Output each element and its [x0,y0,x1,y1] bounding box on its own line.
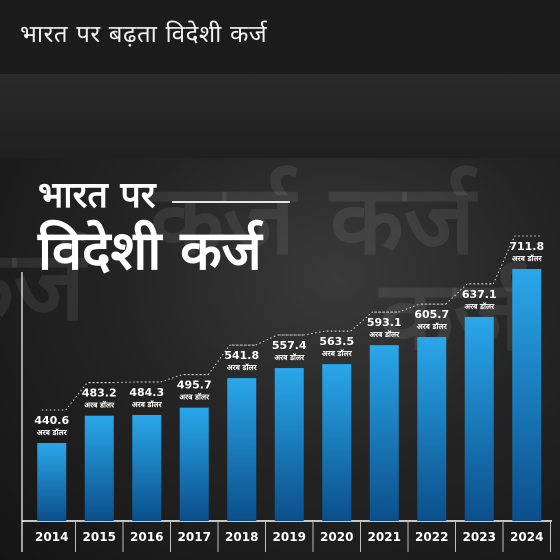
unit-label-2015: अरब डॉलर [84,401,115,410]
background-band [0,74,560,158]
bar-2020 [322,364,352,521]
value-label-2019: 557.4 [272,339,307,352]
trend-connector [184,344,256,376]
value-label-2018: 541.8 [224,349,259,362]
trend-connector [469,235,541,285]
bar-2016 [132,414,162,521]
top-banner: भारत पर बढ़ता विदेशी कर्ज [0,0,560,74]
value-label-2023: 637.1 [462,288,497,301]
unit-label-2017: अरब डॉलर [179,393,210,402]
unit-label-2022: अरब डॉलर [417,322,448,331]
year-label-2024: 2024 [510,530,543,544]
value-label-2022: 605.7 [414,308,449,321]
trend-connector [279,330,351,336]
value-label-2020: 563.5 [319,335,354,348]
background-watermark-word: कर्ज [330,164,475,276]
year-label-2018: 2018 [225,530,258,544]
trend-connector [41,382,114,411]
background-watermark-word: कर्ज [0,230,85,342]
bar-2019 [274,368,304,521]
bar-2023 [464,316,494,521]
unit-label-2018: अरब डॉलर [227,363,258,372]
trend-connector [374,303,446,313]
year-label-2015: 2015 [83,530,116,544]
value-label-2014: 440.6 [34,414,69,427]
bar-2018 [227,378,257,521]
value-label-2024: 711.8 [509,240,544,253]
year-label-2023: 2023 [463,530,496,544]
year-label-2016: 2016 [130,530,163,544]
year-label-2017: 2017 [178,530,211,544]
unit-label-2019: अरब डॉलर [274,353,305,362]
year-label-2022: 2022 [415,530,448,544]
bar-2024 [512,269,542,521]
bar-2022 [417,337,447,521]
year-label-2021: 2021 [368,530,401,544]
background-watermark-word: कर्ज [150,164,295,276]
bar-2015 [84,415,114,521]
bar-2014 [37,443,67,521]
trend-connector [421,283,494,305]
year-label-2014: 2014 [35,530,68,544]
bar-2017 [179,407,209,521]
value-label-2015: 483.2 [82,387,117,400]
year-label-2019: 2019 [273,530,306,544]
banner-title: भारत पर बढ़ता विदेशी कर्ज [20,20,268,48]
unit-label-2024: अरब डॉलर [512,254,543,263]
unit-label-2014: अरब डॉलर [37,428,68,437]
value-label-2021: 593.1 [367,316,402,329]
bar-2021 [369,345,399,521]
trend-connector [89,381,161,384]
trend-connector [136,374,209,383]
headline-rule [172,201,290,203]
headline-line2: विदेशी कर्ज [38,219,262,282]
unit-label-2021: अरब डॉलर [369,330,400,339]
trend-connector [326,311,399,332]
year-label-2020: 2020 [320,530,353,544]
unit-label-2023: अरब डॉलर [464,302,495,311]
unit-label-2020: अरब डॉलर [322,349,353,358]
trend-connector [231,334,304,346]
unit-label-2016: अरब डॉलर [132,400,163,409]
background-watermark-word: कर्ज [380,260,525,372]
value-label-2016: 484.3 [129,386,164,399]
headline-line1: भारत पर [38,175,156,216]
value-label-2017: 495.7 [177,379,212,392]
